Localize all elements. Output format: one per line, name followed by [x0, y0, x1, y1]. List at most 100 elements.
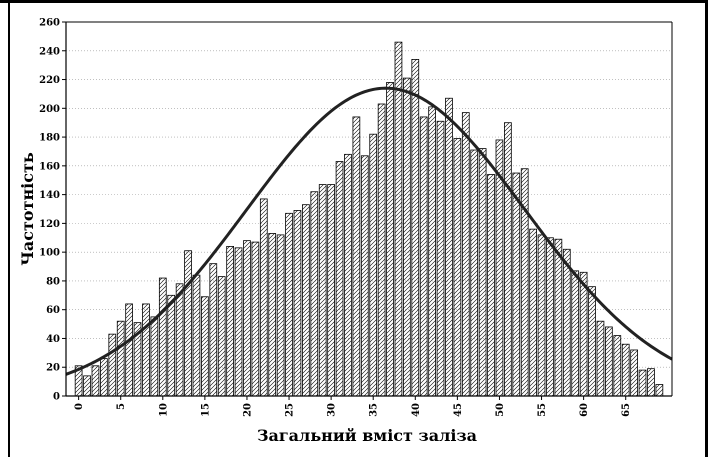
histogram-bar — [419, 116, 428, 397]
x-tick-label: 20 — [242, 403, 253, 417]
histogram-bar — [158, 277, 167, 397]
histogram-bar — [369, 133, 378, 397]
y-tick-label: 160 — [39, 161, 60, 172]
axes-layer: 0 20 40 60 80 100 120 140 160 180 200 220 240 260 0 5 10… — [39, 18, 673, 417]
y-tick-label: 140 — [39, 190, 60, 201]
histogram-bar — [184, 250, 192, 397]
histogram-bar — [596, 320, 605, 397]
x-tick-label: 45 — [453, 403, 464, 417]
x-tick-label: 15 — [200, 403, 211, 417]
histogram-bar — [504, 122, 512, 397]
x-axis-title: Загальний вміст заліза — [257, 426, 477, 445]
histogram-bar — [621, 343, 630, 397]
histogram-bar — [175, 283, 184, 397]
histogram-bar — [588, 286, 596, 397]
x-tick-label: 0 — [74, 403, 85, 410]
x-tick-label: 10 — [158, 403, 169, 417]
histogram-bar — [445, 97, 453, 397]
histogram-bar — [217, 276, 226, 397]
histogram-bar — [201, 296, 209, 397]
x-tick-label: 40 — [411, 403, 422, 417]
y-tick-label: 20 — [46, 363, 60, 374]
histogram-bar — [302, 204, 310, 397]
histogram-bar — [546, 237, 554, 397]
fit-curve-layer — [65, 86, 673, 376]
histogram-bar — [411, 59, 420, 397]
y-tick-label: 120 — [39, 219, 60, 230]
x-tick-label: 50 — [495, 403, 506, 417]
frame-left-border — [8, 0, 10, 457]
histogram-bar — [562, 248, 571, 397]
histogram-bar — [100, 358, 108, 397]
y-tick-label: 100 — [39, 248, 60, 259]
histogram-bar — [613, 335, 622, 397]
y-tick-label: 260 — [39, 18, 60, 29]
histogram-bar — [647, 368, 655, 397]
x-tick-label: 30 — [327, 403, 338, 417]
histogram-bar — [116, 320, 125, 397]
histogram-bar — [167, 294, 176, 397]
y-tick-label: 240 — [39, 46, 60, 57]
histogram-bar — [512, 172, 521, 397]
normal-fit-curve — [65, 86, 673, 376]
x-tick-label: 55 — [537, 403, 548, 417]
histogram-bar — [403, 77, 411, 397]
histogram-bar — [243, 240, 251, 397]
histogram-bar — [108, 333, 117, 397]
y-axis-title: Частотність — [18, 152, 37, 266]
histogram-bar — [461, 112, 470, 397]
histogram-bar — [335, 161, 344, 397]
histogram-bar — [83, 375, 91, 397]
histogram-bar — [150, 316, 159, 397]
histogram-bar — [293, 210, 302, 397]
histogram-bar — [125, 303, 133, 397]
histogram-bar — [285, 212, 293, 397]
histogram-bar — [520, 168, 529, 397]
histogram-bar — [428, 106, 436, 397]
histogram-bar — [571, 270, 580, 397]
frame-right-border — [705, 0, 708, 457]
histogram-bar — [453, 138, 462, 397]
histogram-bar — [327, 184, 335, 397]
histogram-bar — [579, 271, 588, 397]
x-tick-label: 35 — [369, 403, 380, 417]
histogram-bar — [268, 233, 277, 397]
histogram-bar — [638, 369, 647, 397]
grid-layer — [66, 21, 672, 368]
y-tick-label: 40 — [46, 334, 60, 345]
histogram-bar — [394, 41, 403, 397]
x-tick-label: 60 — [579, 403, 590, 417]
y-tick-label: 60 — [46, 305, 60, 316]
y-tick-label: 0 — [53, 392, 60, 403]
histogram-bar — [276, 234, 285, 397]
frame-top-border — [0, 0, 708, 3]
histogram-bar — [655, 384, 664, 397]
histogram-bar — [91, 365, 100, 397]
histogram-bar — [259, 198, 268, 397]
histogram-bar — [310, 191, 319, 397]
histogram-bar — [554, 238, 563, 397]
x-tick-label: 25 — [285, 403, 296, 417]
histogram-bar — [344, 153, 352, 397]
histogram-bar — [234, 247, 243, 397]
histogram-bar — [529, 228, 537, 397]
histogram-bar — [470, 149, 479, 397]
histogram-bar — [251, 241, 260, 397]
histogram-bar — [630, 349, 638, 397]
histogram-bar — [360, 155, 369, 397]
histogram-bar — [209, 263, 218, 397]
histogram-bar — [377, 103, 386, 397]
histogram-bar — [142, 303, 150, 397]
histogram-bar — [436, 120, 445, 397]
histogram-bar — [352, 116, 361, 397]
histogram-bar — [226, 245, 234, 397]
x-tick-label: 65 — [621, 403, 632, 417]
y-tick-label: 180 — [39, 133, 60, 144]
histogram-bar — [318, 184, 327, 397]
y-tick-label: 80 — [46, 276, 60, 287]
x-tick-label: 5 — [116, 403, 127, 410]
histogram-bar — [487, 174, 495, 397]
histogram-bar — [192, 274, 201, 397]
